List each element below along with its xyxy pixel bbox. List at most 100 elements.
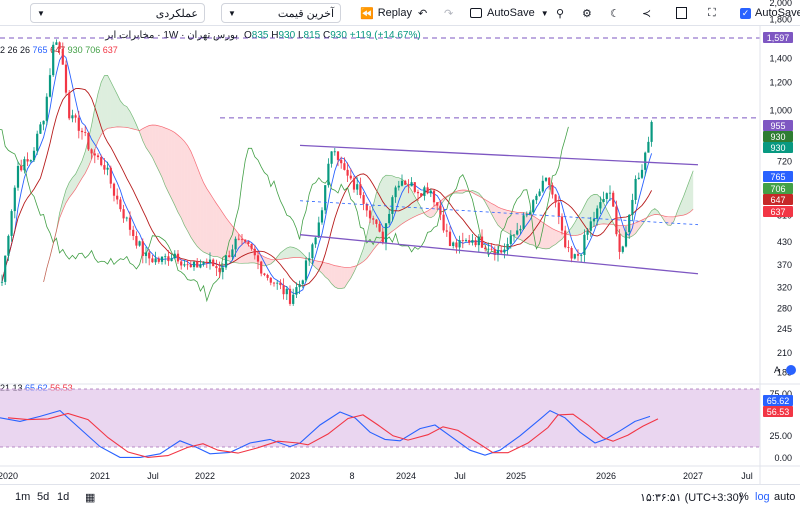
candle-body <box>199 264 202 268</box>
ichimoku-cloud-segment <box>664 216 668 226</box>
candle-body <box>256 255 260 262</box>
candle-body <box>477 236 480 246</box>
symbol-title[interactable]: بورس تهران · 1W · مخابرات ایر <box>105 30 238 41</box>
candle-body <box>4 255 7 282</box>
candle-body <box>602 198 605 203</box>
ichimoku-cloud-segment <box>350 266 354 279</box>
ichimoku-cloud-segment <box>555 230 559 245</box>
candle-body <box>429 190 432 194</box>
candle-body <box>20 166 23 171</box>
range-1d[interactable]: 1d <box>57 491 70 503</box>
ichimoku-cloud-segment <box>366 220 370 259</box>
candle-body <box>468 240 471 243</box>
candle-body <box>237 238 240 240</box>
ichimoku-cloud-segment <box>475 191 479 197</box>
price-tick-label: 430 <box>777 237 792 247</box>
candle-body <box>90 149 93 154</box>
ichimoku-cloud-segment <box>69 177 73 198</box>
time-tick-label: 2026 <box>596 471 616 481</box>
fullscreen-button[interactable]: ⛶ <box>704 3 720 23</box>
ichimoku-cloud-segment <box>677 203 681 217</box>
ichimoku-cloud-segment <box>408 185 412 220</box>
candle-body <box>148 252 151 259</box>
time-tick-label: 2022 <box>195 471 215 481</box>
time-tick-label: 8 <box>349 471 354 481</box>
share-button[interactable]: ≺ <box>638 3 655 23</box>
stoch-d-value: 56.53 <box>50 383 73 393</box>
time-tick-label: Jul <box>741 471 753 481</box>
undo-button[interactable]: ↶ <box>414 3 431 23</box>
ichimoku-cloud-segment <box>584 199 588 233</box>
candle-body <box>218 268 221 273</box>
log-toggle[interactable]: log <box>755 491 770 503</box>
clock-label: ۱۵:۳۶:۵۱ (UTC+3:30) <box>640 491 743 504</box>
candle-body <box>151 258 154 263</box>
candle-body <box>535 195 538 201</box>
auto-toggle[interactable]: auto <box>774 491 796 503</box>
candle-body <box>314 237 317 245</box>
candle-body <box>298 284 301 288</box>
range-5d[interactable]: 5d <box>37 491 50 503</box>
range-1m[interactable]: 1m <box>15 491 31 503</box>
ohlc-o-label: O <box>244 30 252 41</box>
candle-body <box>288 288 292 304</box>
stoch-params: 21 13 <box>0 383 23 393</box>
candle-body <box>551 185 554 195</box>
channel-upper-line <box>299 144 699 166</box>
kijun-line <box>1 88 652 287</box>
percent-toggle[interactable]: % <box>739 491 749 503</box>
autosave-checkbox[interactable]: ✓ AutoSave <box>736 3 800 23</box>
candle-body <box>432 190 436 203</box>
candle-body <box>100 157 103 166</box>
indicator-select[interactable]: ▼ عملکردی <box>30 3 205 23</box>
candle-body <box>84 132 87 133</box>
candle-body <box>263 273 266 275</box>
candle-body <box>618 234 621 252</box>
candle-body <box>365 203 368 211</box>
candle-body <box>240 239 244 241</box>
autosave-menu-button[interactable]: AutoSave ▼ <box>466 3 553 23</box>
search-button[interactable]: ⚲ <box>552 3 568 23</box>
ichimoku-cloud-segment <box>549 226 553 249</box>
candle-body <box>109 167 112 184</box>
candle-body <box>132 229 135 236</box>
candle-body <box>586 230 589 235</box>
layout-button[interactable] <box>672 3 691 23</box>
candle-body <box>160 256 164 262</box>
candle-body <box>452 242 455 247</box>
redo-button[interactable]: ↷ <box>440 3 457 23</box>
ohlc-h-value: 930 <box>278 30 296 41</box>
alert-icon <box>786 365 796 375</box>
ichimoku-cloud-segment <box>165 128 169 193</box>
candle-body <box>349 175 352 179</box>
date-range-icon[interactable]: ▦ <box>85 491 96 504</box>
candle-body <box>285 288 288 295</box>
time-tick-label: 2020 <box>0 471 18 481</box>
theme-toggle-button[interactable]: ☾ <box>606 3 624 23</box>
candle-body <box>644 152 647 170</box>
candle-body <box>186 264 189 266</box>
change-value: +119 (+14.67%) <box>349 30 421 41</box>
candle-body <box>128 217 132 230</box>
ichimoku-cloud-segment <box>434 203 438 216</box>
ichimoku-cloud-segment <box>498 207 502 229</box>
candle-body <box>103 165 106 170</box>
candle-body <box>122 209 125 219</box>
candle-body <box>592 218 596 222</box>
settings-button[interactable]: ⚙ <box>578 3 596 23</box>
candle-body <box>439 205 442 215</box>
ichimoku-cloud-segment <box>398 177 402 227</box>
candle-body <box>384 223 388 243</box>
candle-body <box>538 191 541 196</box>
candle-body <box>228 255 231 258</box>
ichimoku-cloud-segment <box>338 266 342 289</box>
ichimoku-cloud-segment <box>78 160 82 184</box>
replay-button[interactable]: ⏪ Replay <box>356 3 416 23</box>
ichimoku-cloud-segment <box>267 258 271 266</box>
price-tick-label: 1,000 <box>769 106 792 116</box>
osc-tick-label: 25.00 <box>769 431 792 441</box>
price-chart[interactable]: 2,0001,8001,6001,4001,2001,0008507206105… <box>0 0 800 484</box>
price-source-select[interactable]: ▼ آخرین قیمت <box>221 3 341 23</box>
ichimoku-cloud-segment <box>680 196 684 216</box>
candle-body <box>506 243 509 250</box>
